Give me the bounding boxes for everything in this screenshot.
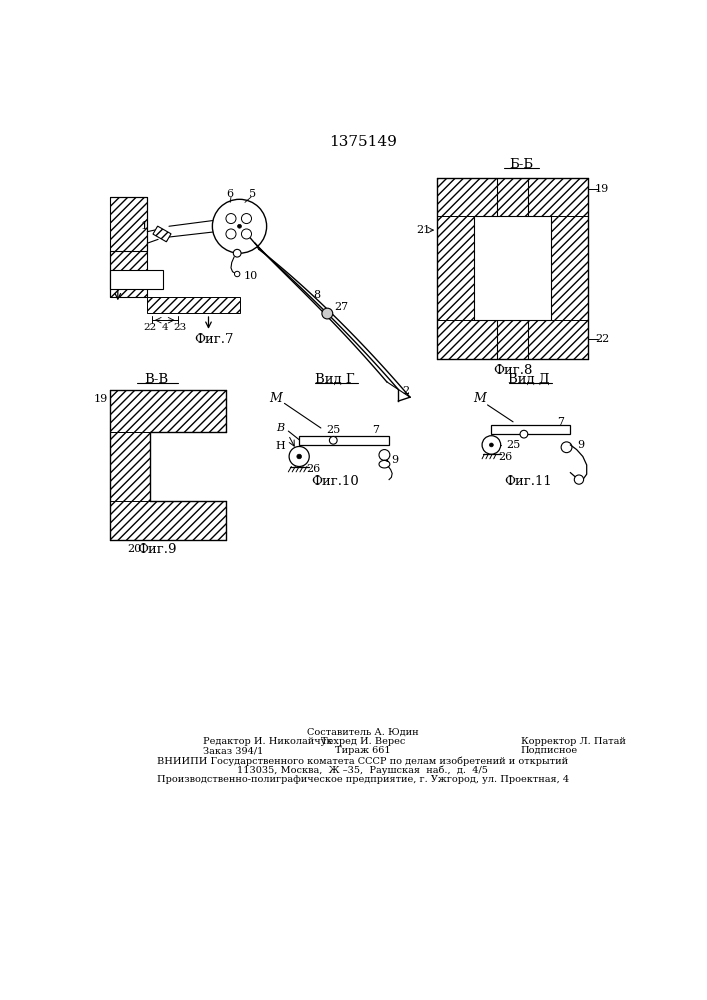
Text: 9: 9 <box>577 440 584 450</box>
Bar <box>110 501 226 540</box>
Circle shape <box>226 229 236 239</box>
Circle shape <box>379 450 390 460</box>
Text: Фиг.10: Фиг.10 <box>311 475 358 488</box>
Text: 27: 27 <box>334 302 349 312</box>
Text: 9: 9 <box>391 455 398 465</box>
Bar <box>491 425 571 434</box>
Bar <box>551 216 588 320</box>
Text: 6: 6 <box>226 189 233 199</box>
Circle shape <box>482 436 501 454</box>
Bar <box>437 216 474 320</box>
Bar <box>110 197 147 297</box>
Text: 25: 25 <box>326 425 340 435</box>
Text: 5: 5 <box>249 189 256 199</box>
Bar <box>110 389 226 432</box>
Text: 21: 21 <box>416 225 431 235</box>
Circle shape <box>322 308 333 319</box>
Circle shape <box>561 442 572 453</box>
Circle shape <box>238 224 241 228</box>
Text: 10: 10 <box>243 271 257 281</box>
Text: Составитель А. Юдин: Составитель А. Юдин <box>307 728 419 737</box>
Circle shape <box>241 229 252 239</box>
Bar <box>110 432 151 540</box>
Text: 113035, Москва,  Ж –35,  Раушская  наб.,  д.  4/5: 113035, Москва, Ж –35, Раушская наб., д.… <box>238 766 488 775</box>
Text: M: M <box>269 392 282 405</box>
Text: 4: 4 <box>162 323 168 332</box>
Text: Тираж 661: Тираж 661 <box>335 746 390 755</box>
Text: Вид Г: Вид Г <box>315 373 355 386</box>
Text: Производственно-полиграфическое предприятие, г. Ужгород, ул. Проектная, 4: Производственно-полиграфическое предприя… <box>157 775 569 784</box>
Text: 19: 19 <box>595 184 609 194</box>
Text: ВНИИПИ Государственного коматета СССР по делам изобретений и открытий: ВНИИПИ Государственного коматета СССР по… <box>157 757 568 766</box>
Text: 20: 20 <box>128 544 142 554</box>
Text: Фиг.11: Фиг.11 <box>505 475 552 488</box>
Circle shape <box>489 443 493 447</box>
Text: 1375149: 1375149 <box>329 135 397 149</box>
Text: 22: 22 <box>595 334 609 344</box>
Text: M: M <box>474 392 486 405</box>
Text: 7: 7 <box>372 425 379 435</box>
Text: 26: 26 <box>306 464 320 474</box>
Bar <box>146 297 240 312</box>
Text: Б-Б: Б-Б <box>509 158 533 171</box>
Circle shape <box>212 199 267 253</box>
Text: Редактор И. Николайчук: Редактор И. Николайчук <box>203 737 332 746</box>
Bar <box>437 320 588 359</box>
Bar <box>110 270 163 289</box>
Text: H: H <box>275 441 285 451</box>
Text: 23: 23 <box>173 323 187 332</box>
Circle shape <box>297 454 301 459</box>
Circle shape <box>520 430 528 438</box>
Circle shape <box>241 214 252 224</box>
Text: В-В: В-В <box>144 373 169 386</box>
Text: 22: 22 <box>144 323 157 332</box>
Bar <box>299 436 389 445</box>
Text: Техред И. Верес: Техред И. Верес <box>320 737 405 746</box>
Text: 8: 8 <box>313 290 320 300</box>
Circle shape <box>235 271 240 277</box>
Text: B: B <box>276 423 285 433</box>
Text: Фиг.9: Фиг.9 <box>137 543 176 556</box>
Text: 19: 19 <box>93 394 107 404</box>
Circle shape <box>233 249 241 257</box>
Text: Вид Д: Вид Д <box>508 373 549 386</box>
Circle shape <box>329 436 337 444</box>
Text: Фиг.8: Фиг.8 <box>493 364 533 377</box>
Text: Фиг.7: Фиг.7 <box>194 333 234 346</box>
Circle shape <box>226 214 236 224</box>
Circle shape <box>574 475 583 484</box>
Text: 25: 25 <box>507 440 521 450</box>
Text: 7: 7 <box>558 417 565 427</box>
Text: 1: 1 <box>141 221 148 231</box>
Bar <box>153 226 171 242</box>
Text: Подписное: Подписное <box>521 746 578 755</box>
Circle shape <box>289 446 309 466</box>
Text: 2: 2 <box>402 386 409 396</box>
Bar <box>437 178 588 216</box>
Text: 26: 26 <box>498 452 513 462</box>
Text: Корректор Л. Патай: Корректор Л. Патай <box>521 737 626 746</box>
Text: Заказ 394/1: Заказ 394/1 <box>203 746 264 755</box>
